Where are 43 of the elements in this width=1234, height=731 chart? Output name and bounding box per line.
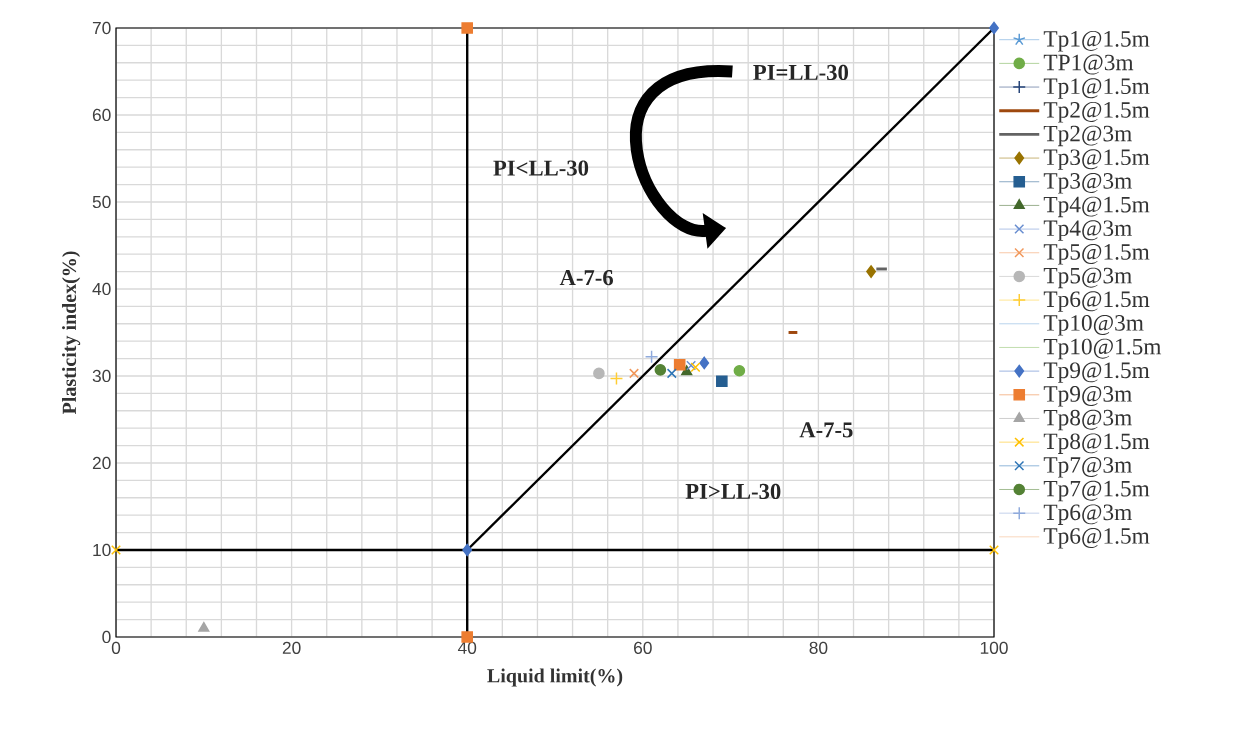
annotation: PI>LL-30 <box>685 483 781 500</box>
annotation: A-7-5 <box>799 422 853 438</box>
annotation: PI<LL-30 <box>493 160 589 176</box>
legend-label: Tp9@1.5m <box>1043 362 1150 383</box>
legend-label: Tp6@3m <box>1043 504 1132 525</box>
y-tick-label: 50 <box>92 195 111 209</box>
legend-label: TP1@3m <box>1043 54 1134 75</box>
legend-label: Tp8@1.5m <box>1043 433 1150 454</box>
legend-label: Tp1@1.5m <box>1043 30 1150 52</box>
legend-label: Tp2@1.5m <box>1043 101 1150 123</box>
legend-label: Tp8@3m <box>1043 409 1132 431</box>
x-tick-label: 20 <box>282 641 301 654</box>
x-tick-label: 40 <box>457 641 477 654</box>
x-tick-label: 0 <box>111 641 121 654</box>
legend-label: Tp6@1.5m <box>1043 528 1150 549</box>
legend-label: Tp4@3m <box>1043 220 1132 241</box>
legend-label: Tp3@3m <box>1043 172 1132 194</box>
y-tick-label: 60 <box>92 108 111 122</box>
annotation: A-7-6 <box>559 270 613 286</box>
legend-label: Tp1@1.5m <box>1043 78 1150 99</box>
y-tick-label: 70 <box>92 21 111 35</box>
legend-label: Tp7@3m <box>1043 457 1132 478</box>
x-tick-label: 60 <box>634 641 652 654</box>
legend-label: Tp9@3m <box>1043 386 1132 407</box>
legend-label: Tp10@1.5m <box>1043 338 1162 360</box>
y-tick-label: 10 <box>93 543 111 557</box>
x-tick-label: 80 <box>809 641 828 654</box>
legend-label: Tp6@1.5m <box>1043 291 1150 312</box>
x-axis-title: Liquid limit(%) <box>487 668 623 687</box>
x-tick-label: 100 <box>980 641 1008 654</box>
legend-label: Tp3@1.5m <box>1043 149 1150 170</box>
legend-label: Tp2@3m <box>1043 125 1132 147</box>
legend-label: Tp5@3m <box>1043 267 1132 289</box>
legend-label: Tp5@1.5m <box>1043 243 1150 265</box>
y-axis-title: Plasticity index(%) <box>62 251 81 415</box>
y-tick-label: 20 <box>92 456 111 470</box>
legend-label: Tp4@1.5m <box>1043 196 1150 218</box>
y-tick-label: 30 <box>92 369 111 383</box>
annotation: PI=LL-30 <box>753 64 849 81</box>
legend-label: Tp10@3m <box>1043 315 1144 336</box>
y-tick-label: 0 <box>102 630 111 644</box>
legend-label: Tp7@1.5m <box>1043 480 1150 502</box>
y-tick-label: 40 <box>92 282 111 296</box>
